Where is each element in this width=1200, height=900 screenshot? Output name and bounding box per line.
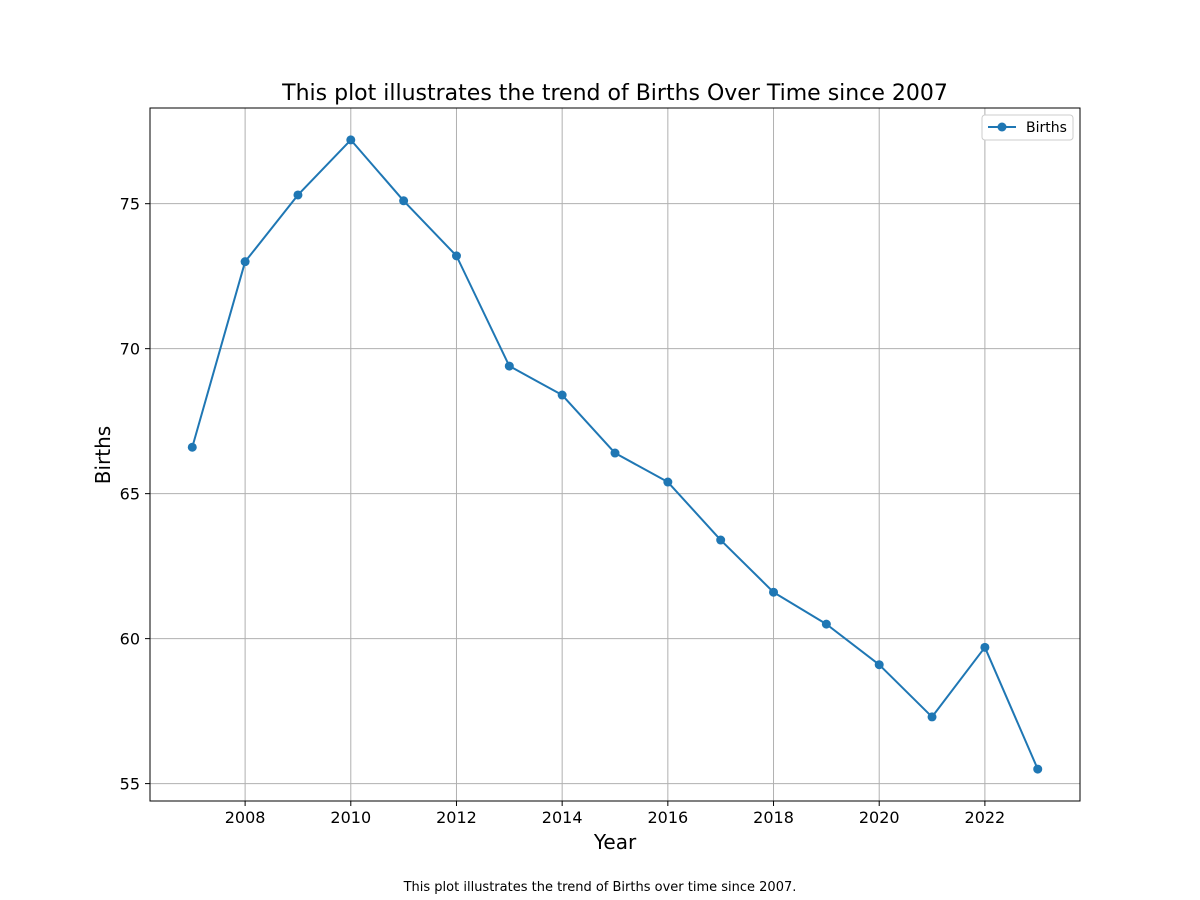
data-point-2007 (187, 442, 197, 452)
grid-lines (150, 108, 1080, 801)
chart-caption: This plot illustrates the trend of Birth… (403, 880, 797, 895)
x-tick-label: 2018 (753, 808, 794, 827)
x-tick-label: 2010 (330, 808, 371, 827)
x-axis-label: Year (593, 830, 637, 854)
data-point-2016 (663, 477, 673, 487)
x-tick-label: 2016 (647, 808, 688, 827)
data-point-2018 (769, 587, 779, 597)
y-axis-ticks: 55 60 65 70 75 (120, 195, 150, 794)
data-point-2022 (980, 642, 990, 652)
data-point-2017 (716, 535, 726, 545)
data-point-2023 (1033, 764, 1043, 774)
data-point-2008 (240, 257, 250, 267)
data-point-2009 (293, 190, 303, 200)
data-point-2015 (610, 448, 620, 458)
x-tick-label: 2008 (225, 808, 266, 827)
legend-box (981, 114, 1074, 141)
y-axis-label: Births (91, 426, 115, 484)
y-tick-label: 70 (120, 340, 140, 359)
plot-area-frame (149, 107, 1081, 802)
y-tick-label: 55 (120, 775, 140, 794)
y-tick-label: 65 (120, 485, 140, 504)
data-point-2014 (557, 390, 567, 400)
data-point-2019 (821, 619, 831, 629)
data-point-2021 (927, 712, 937, 722)
data-point-2013 (504, 361, 514, 371)
x-tick-label: 2012 (436, 808, 477, 827)
legend-marker (997, 122, 1007, 132)
data-point-2020 (874, 660, 884, 670)
data-point-2012 (451, 251, 461, 261)
y-tick-label: 60 (120, 630, 140, 649)
chart-title: This plot illustrates the trend of Birth… (281, 81, 948, 106)
data-point-2010 (346, 135, 356, 145)
x-tick-label: 2020 (859, 808, 900, 827)
series-layer (187, 135, 1043, 774)
legend: Births (981, 114, 1074, 141)
x-tick-label: 2022 (965, 808, 1006, 827)
y-tick-label: 75 (120, 195, 140, 214)
data-point-2011 (399, 196, 409, 206)
x-tick-label: 2014 (542, 808, 583, 827)
legend-entry-births: Births (1026, 120, 1067, 136)
x-axis-ticks: 2008 2010 2012 2014 2016 2018 2020 2022 (225, 801, 1005, 827)
